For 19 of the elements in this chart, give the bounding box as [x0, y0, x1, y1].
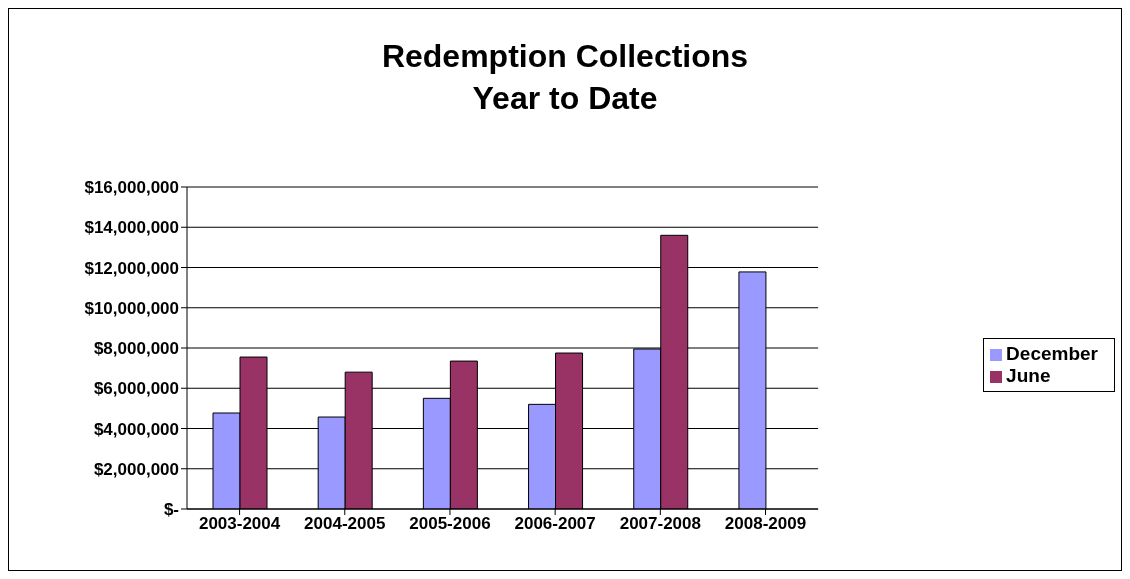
legend-label: December	[1006, 343, 1098, 364]
y-tick-label: $-	[163, 500, 179, 520]
x-tick-label: 2005-2006	[409, 514, 491, 534]
y-tick-label: $12,000,000	[84, 258, 179, 278]
x-tick-label: 2007-2008	[619, 514, 701, 534]
legend-label: June	[1006, 365, 1051, 386]
y-tick-label: $16,000,000	[84, 178, 179, 198]
x-tick-label: 2004-2005	[304, 514, 386, 534]
y-tick-label: $4,000,000	[93, 419, 179, 439]
x-tick-label: 2006-2007	[514, 514, 596, 534]
y-tick-label: $10,000,000	[84, 298, 179, 318]
y-tick-label: $14,000,000	[84, 218, 179, 238]
x-tick-label: 2008-2009	[724, 514, 807, 534]
y-tick-label: $6,000,000	[93, 379, 179, 399]
chart-subtitle: Year to Date	[471, 79, 659, 118]
x-tick-label: 2003-2004	[198, 514, 281, 534]
chart-title: Redemption Collections	[380, 37, 750, 76]
y-tick-label: $8,000,000	[93, 339, 179, 359]
y-tick-label: $2,000,000	[93, 459, 179, 479]
